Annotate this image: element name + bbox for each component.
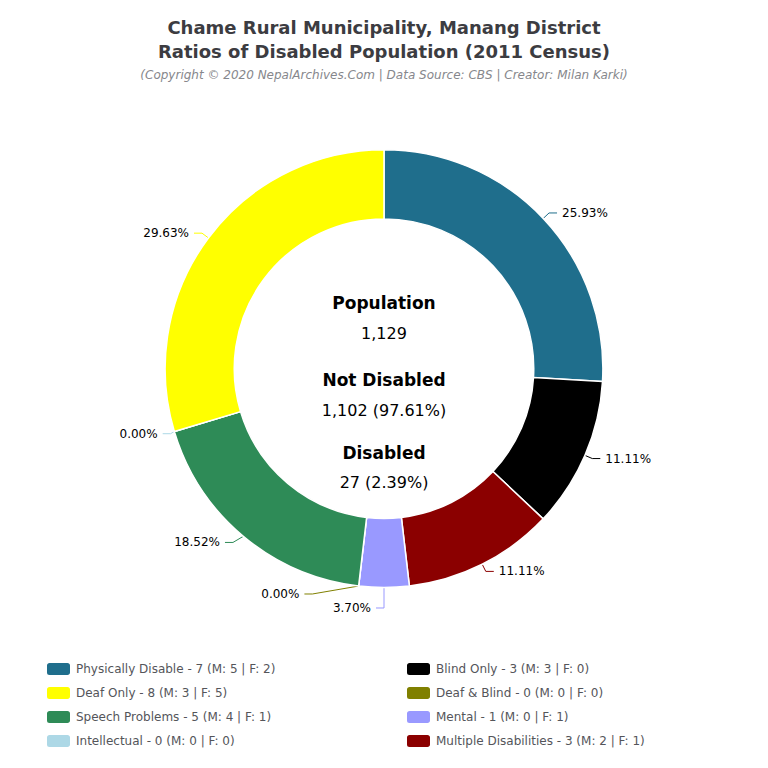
svg-text:Ratios of Disabled Population: Ratios of Disabled Population (2011 Cens… (158, 41, 610, 62)
svg-text:(Copyright © 2020 NepalArchive: (Copyright © 2020 NepalArchives.Com | Da… (140, 68, 627, 82)
svg-text:Deaf Only - 8 (M: 3 | F: 5): Deaf Only - 8 (M: 3 | F: 5) (76, 686, 227, 700)
svg-text:Mental - 1 (M: 0 | F: 1): Mental - 1 (M: 0 | F: 1) (436, 710, 569, 724)
svg-text:18.52%: 18.52% (174, 535, 220, 549)
svg-text:3.70%: 3.70% (333, 601, 371, 615)
svg-text:Deaf & Blind - 0 (M: 0 | F: 0): Deaf & Blind - 0 (M: 0 | F: 0) (436, 686, 603, 700)
svg-text:Chame Rural Municipality, Mana: Chame Rural Municipality, Manang Distric… (167, 17, 601, 38)
svg-text:Not Disabled: Not Disabled (322, 370, 445, 390)
svg-text:0.00%: 0.00% (261, 587, 299, 601)
svg-text:1,129: 1,129 (361, 324, 407, 343)
svg-text:Intellectual - 0 (M: 0 | F: 0): Intellectual - 0 (M: 0 | F: 0) (76, 734, 235, 748)
svg-text:Population: Population (332, 293, 435, 313)
svg-text:Physically Disable - 7 (M: 5 |: Physically Disable - 7 (M: 5 | F: 2) (76, 662, 275, 676)
svg-text:25.93%: 25.93% (562, 206, 608, 220)
svg-text:27 (2.39%): 27 (2.39%) (340, 473, 429, 492)
svg-text:0.00%: 0.00% (120, 427, 158, 441)
svg-text:Multiple Disabilities - 3 (M:: Multiple Disabilities - 3 (M: 2 | F: 1) (436, 734, 645, 748)
svg-text:Speech Problems - 5 (M: 4 | F:: Speech Problems - 5 (M: 4 | F: 1) (76, 710, 271, 724)
svg-text:11.11%: 11.11% (605, 452, 651, 466)
svg-text:Blind Only - 3 (M: 3 | F: 0): Blind Only - 3 (M: 3 | F: 0) (436, 662, 589, 676)
svg-text:29.63%: 29.63% (143, 226, 189, 240)
svg-text:11.11%: 11.11% (499, 564, 545, 578)
svg-text:Disabled: Disabled (342, 443, 425, 463)
svg-text:1,102 (97.61%): 1,102 (97.61%) (322, 401, 446, 420)
